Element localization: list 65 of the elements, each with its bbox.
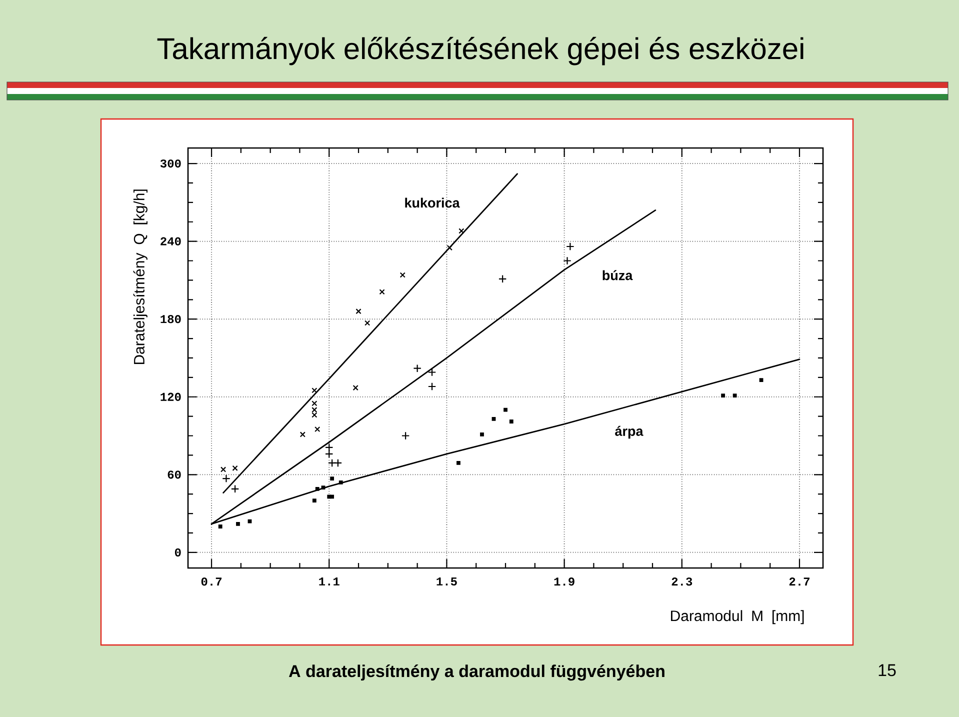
point [509, 420, 514, 424]
point [400, 272, 406, 278]
point [498, 274, 507, 284]
point [364, 320, 370, 326]
series-label: kukorica [405, 198, 460, 208]
point [312, 412, 318, 418]
point [356, 308, 362, 314]
point [563, 256, 572, 265]
point [222, 474, 230, 483]
point [324, 443, 334, 452]
y-tick-label: 0 [174, 548, 181, 557]
point [248, 519, 252, 524]
y-tick-label: 300 [160, 159, 181, 168]
point [232, 465, 238, 471]
x-tick-label: 0.7 [201, 578, 222, 586]
point [413, 364, 422, 372]
point [759, 378, 764, 382]
point [324, 450, 334, 458]
point [330, 494, 334, 499]
x-tick-label: 2.3 [672, 578, 692, 586]
point [721, 394, 726, 398]
point [480, 432, 484, 436]
point [566, 242, 574, 251]
point [732, 394, 737, 398]
point [456, 461, 460, 465]
point [334, 458, 342, 468]
x-tick-label: 1.9 [554, 578, 574, 586]
point [312, 400, 318, 406]
point [218, 524, 222, 528]
point [428, 382, 436, 391]
point [504, 408, 508, 412]
point [315, 486, 320, 491]
y-axis-title: Darateljesítmény Q [kg/h] [133, 190, 148, 364]
point [401, 432, 410, 440]
point [321, 486, 326, 490]
point [458, 228, 464, 234]
x-tick-label: 1.1 [319, 578, 340, 586]
point [220, 466, 226, 472]
y-tick-label: 60 [168, 470, 181, 479]
point [312, 498, 316, 503]
point [328, 458, 336, 468]
point [314, 426, 320, 432]
y-tick-label: 240 [160, 237, 181, 246]
point [312, 407, 318, 413]
chart-title: Takarmányok előkészítésének gépei és eszközei [157, 36, 804, 66]
series-label: árpa [615, 426, 644, 439]
point [236, 522, 240, 526]
point [492, 416, 496, 421]
point [446, 244, 452, 251]
point [330, 476, 334, 480]
point [352, 384, 358, 391]
point [338, 480, 343, 484]
text: A darateljesítmény a daramodul függvényében [288, 664, 664, 681]
point [300, 432, 306, 438]
y-tick-label: 180 [160, 315, 181, 324]
point [312, 388, 318, 394]
x-tick-label: 2.7 [789, 578, 810, 586]
point [428, 368, 436, 376]
point [379, 289, 385, 295]
x-tick-label: 1.5 [436, 578, 457, 586]
x-axis-title: Daramodul M [mm] [671, 610, 804, 624]
y-tick-label: 120 [160, 392, 181, 401]
series-label: búza [602, 270, 633, 280]
text: 15 [878, 664, 896, 676]
point [230, 484, 240, 494]
